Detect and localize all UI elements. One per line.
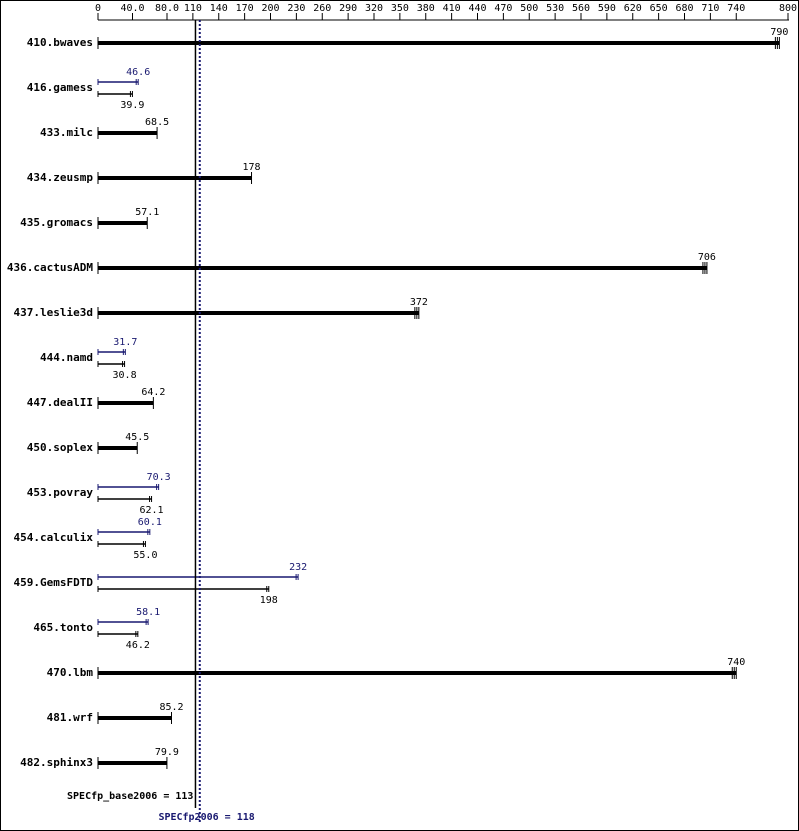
x-tick-label: 650 (650, 3, 668, 14)
x-tick-label: 170 (236, 3, 254, 14)
x-tick-label: 0 (95, 3, 101, 14)
value-label: 46.2 (126, 640, 150, 651)
category-label: 482.sphinx3 (20, 756, 93, 769)
value-label: 62.1 (140, 505, 164, 516)
value-label: 55.0 (133, 550, 157, 561)
x-tick-label: 500 (520, 3, 538, 14)
x-tick-label: 230 (287, 3, 305, 14)
x-tick-label: 110 (184, 3, 202, 14)
value-label: 85.2 (159, 702, 183, 713)
x-tick-label: 740 (727, 3, 745, 14)
x-tick-label: 560 (572, 3, 590, 14)
category-label: 470.lbm (47, 666, 94, 679)
value-label: 45.5 (125, 432, 149, 443)
reference-label: SPECfp_base2006 = 113 (67, 791, 193, 802)
category-label: 433.milc (40, 126, 93, 139)
x-tick-label: 800 (779, 3, 797, 14)
x-tick-label: 80.0 (155, 3, 179, 14)
reference-label: SPECfp2006 = 118 (158, 812, 254, 823)
value-label: 70.3 (147, 472, 171, 483)
value-label: 232 (289, 562, 307, 573)
x-tick-label: 350 (391, 3, 409, 14)
value-label: 706 (698, 252, 716, 263)
x-tick-label: 260 (313, 3, 331, 14)
value-label: 30.8 (113, 370, 137, 381)
x-tick-label: 410 (443, 3, 461, 14)
category-label: 481.wrf (47, 711, 93, 724)
value-label: 64.2 (141, 387, 165, 398)
value-label: 57.1 (135, 207, 159, 218)
x-tick-label: 40.0 (120, 3, 144, 14)
category-label: 416.gamess (27, 81, 93, 94)
x-tick-label: 320 (365, 3, 383, 14)
value-label: 178 (242, 162, 260, 173)
value-label: 198 (260, 595, 278, 606)
category-label: 459.GemsFDTD (14, 576, 94, 589)
value-label: 79.9 (155, 747, 179, 758)
x-tick-label: 470 (494, 3, 512, 14)
category-label: 447.dealII (27, 396, 93, 409)
category-label: 436.cactusADM (7, 261, 93, 274)
category-label: 450.soplex (27, 441, 94, 454)
x-tick-label: 140 (210, 3, 228, 14)
x-tick-label: 380 (417, 3, 435, 14)
category-label: 437.leslie3d (14, 306, 93, 319)
x-tick-label: 710 (701, 3, 719, 14)
value-label: 372 (410, 297, 428, 308)
value-label: 58.1 (136, 607, 160, 618)
category-label: 453.povray (27, 486, 94, 499)
category-label: 465.tonto (33, 621, 93, 634)
value-label: 31.7 (113, 337, 137, 348)
value-label: 790 (770, 27, 788, 38)
value-label: 60.1 (138, 517, 162, 528)
category-label: 435.gromacs (20, 216, 93, 229)
category-label: 444.namd (40, 351, 93, 364)
value-label: 39.9 (120, 100, 144, 111)
category-label: 434.zeusmp (27, 171, 94, 184)
category-label: 454.calculix (14, 531, 94, 544)
x-tick-label: 590 (598, 3, 616, 14)
x-tick-label: 200 (261, 3, 279, 14)
x-tick-label: 440 (468, 3, 486, 14)
value-label: 46.6 (126, 67, 150, 78)
x-tick-label: 290 (339, 3, 357, 14)
x-tick-label: 530 (546, 3, 564, 14)
category-label: 410.bwaves (27, 36, 93, 49)
value-label: 740 (727, 657, 745, 668)
x-tick-label: 620 (624, 3, 642, 14)
value-label: 68.5 (145, 117, 169, 128)
x-tick-label: 680 (675, 3, 693, 14)
